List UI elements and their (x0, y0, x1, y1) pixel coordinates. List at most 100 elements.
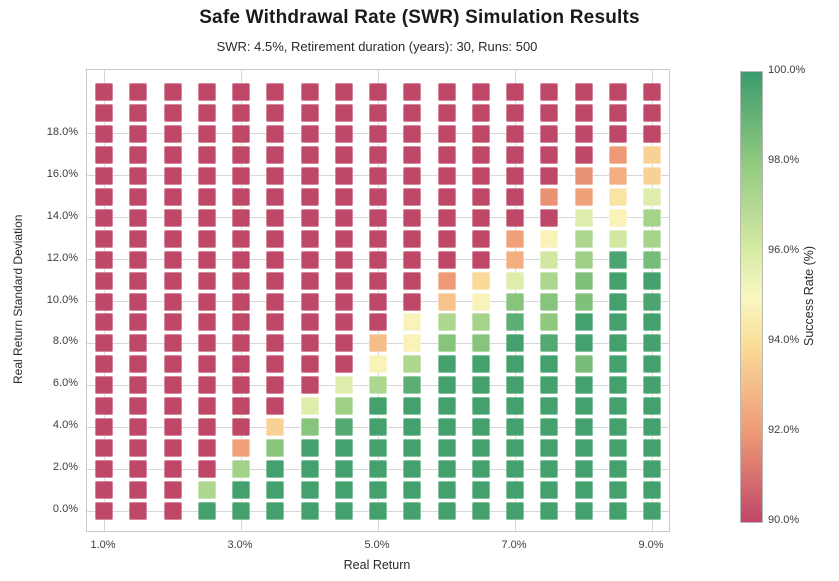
data-point (266, 439, 285, 458)
data-point (129, 166, 148, 185)
data-point (540, 103, 559, 122)
data-point (608, 397, 627, 416)
data-point (643, 481, 661, 500)
data-point (129, 376, 148, 395)
data-point (95, 313, 113, 332)
data-point (437, 229, 456, 248)
data-point (334, 83, 353, 101)
data-point (232, 460, 250, 479)
data-point (574, 376, 593, 395)
data-point (574, 145, 593, 164)
data-point (540, 313, 559, 332)
data-point (197, 313, 216, 332)
data-point (403, 208, 422, 227)
data-point (129, 397, 148, 416)
data-point (403, 187, 422, 206)
data-point (574, 355, 593, 374)
data-point (574, 334, 593, 353)
data-point (163, 83, 182, 101)
data-point (369, 124, 387, 143)
data-point (608, 208, 627, 227)
data-point (540, 376, 559, 395)
data-point (95, 229, 113, 248)
y-tick-label: 16.0% (46, 167, 78, 180)
data-point (403, 418, 422, 437)
data-point (608, 124, 627, 143)
data-point (300, 229, 319, 248)
data-point (471, 145, 490, 164)
data-point (369, 166, 387, 185)
data-point (471, 208, 490, 227)
data-point (643, 292, 661, 311)
data-point (95, 481, 113, 500)
data-point (163, 397, 182, 416)
data-point (506, 334, 524, 353)
data-point (300, 376, 319, 395)
data-point (369, 271, 387, 290)
data-point (643, 397, 661, 416)
data-point (608, 334, 627, 353)
data-point (403, 145, 422, 164)
data-point (506, 355, 524, 374)
data-point (403, 271, 422, 290)
data-point (129, 502, 148, 520)
data-point (574, 83, 593, 101)
data-point (574, 397, 593, 416)
data-point (608, 460, 627, 479)
data-point (197, 187, 216, 206)
data-point (163, 250, 182, 269)
data-point (506, 229, 524, 248)
data-point (403, 83, 422, 101)
data-point (540, 208, 559, 227)
data-point (574, 313, 593, 332)
data-point (95, 334, 113, 353)
data-point (506, 187, 524, 206)
data-point (437, 250, 456, 269)
data-point (403, 334, 422, 353)
data-point (540, 187, 559, 206)
data-point (437, 145, 456, 164)
data-point (643, 83, 661, 101)
data-point (608, 313, 627, 332)
data-point (334, 460, 353, 479)
data-point (369, 292, 387, 311)
data-point (197, 397, 216, 416)
data-point (129, 103, 148, 122)
data-point (403, 292, 422, 311)
data-point (471, 271, 490, 290)
data-point (574, 250, 593, 269)
data-point (506, 313, 524, 332)
data-point (574, 124, 593, 143)
data-point (437, 355, 456, 374)
data-point (369, 313, 387, 332)
data-point (163, 481, 182, 500)
data-point (506, 83, 524, 101)
data-point (197, 460, 216, 479)
data-point (369, 460, 387, 479)
data-point (334, 187, 353, 206)
data-point (197, 481, 216, 500)
data-point (471, 292, 490, 311)
data-point (266, 187, 285, 206)
data-point (506, 502, 524, 520)
data-point (471, 376, 490, 395)
data-point (266, 502, 285, 520)
data-point (334, 439, 353, 458)
data-point (232, 187, 250, 206)
data-point (506, 124, 524, 143)
colorbar-gradient (740, 71, 763, 523)
data-point (334, 145, 353, 164)
data-point (643, 439, 661, 458)
data-point (300, 103, 319, 122)
data-point (506, 481, 524, 500)
data-point (95, 83, 113, 101)
data-point (471, 124, 490, 143)
data-point (197, 166, 216, 185)
data-point (197, 124, 216, 143)
data-point (334, 208, 353, 227)
data-point (334, 124, 353, 143)
data-point (266, 460, 285, 479)
data-point (163, 418, 182, 437)
data-point (266, 229, 285, 248)
data-point (540, 502, 559, 520)
